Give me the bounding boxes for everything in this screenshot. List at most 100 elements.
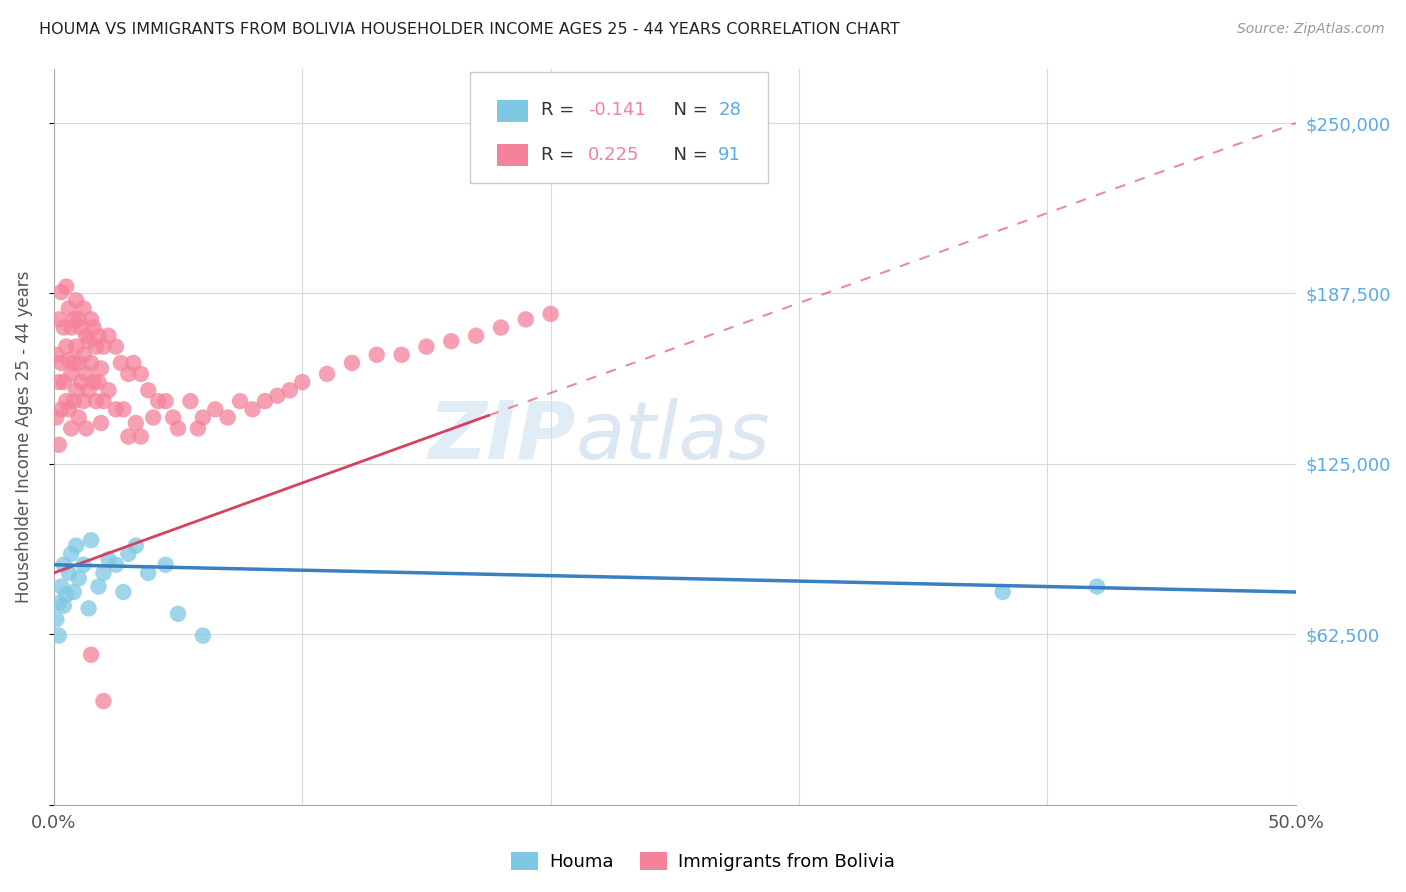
- Point: [48, 375, 70, 389]
- Point: [60, 547, 83, 561]
- Point: [266, 389, 288, 403]
- Point: [58, 301, 80, 316]
- Point: [51, 402, 73, 417]
- Point: [51, 356, 73, 370]
- Point: [316, 367, 339, 381]
- Point: [112, 402, 135, 417]
- Point: [75, 367, 97, 381]
- Point: [48, 312, 70, 326]
- Point: [72, 394, 94, 409]
- Point: [489, 320, 512, 334]
- Point: [117, 367, 139, 381]
- FancyBboxPatch shape: [498, 100, 529, 122]
- Y-axis label: Householder Income Ages 25 - 44 years: Householder Income Ages 25 - 44 years: [15, 270, 32, 603]
- Point: [117, 547, 139, 561]
- Point: [440, 334, 463, 348]
- Text: 28: 28: [718, 102, 741, 120]
- FancyBboxPatch shape: [470, 72, 768, 183]
- Point: [93, 394, 115, 409]
- Point: [125, 416, 148, 430]
- Point: [55, 279, 77, 293]
- Point: [97, 328, 120, 343]
- Point: [80, 356, 103, 370]
- Text: N =: N =: [662, 145, 714, 163]
- Point: [80, 533, 103, 548]
- Point: [84, 340, 107, 354]
- Point: [125, 539, 148, 553]
- Point: [104, 558, 127, 572]
- Point: [60, 421, 83, 435]
- Point: [67, 312, 90, 326]
- Point: [465, 328, 488, 343]
- Point: [65, 383, 87, 397]
- Point: [93, 694, 115, 708]
- Point: [291, 375, 314, 389]
- FancyBboxPatch shape: [498, 145, 529, 167]
- Point: [55, 588, 77, 602]
- Point: [104, 340, 127, 354]
- Point: [1085, 580, 1108, 594]
- Point: [112, 585, 135, 599]
- Point: [162, 410, 184, 425]
- Point: [52, 375, 75, 389]
- Point: [58, 402, 80, 417]
- Point: [204, 402, 226, 417]
- Point: [55, 340, 77, 354]
- Point: [72, 348, 94, 362]
- Point: [67, 571, 90, 585]
- Point: [52, 599, 75, 613]
- Text: R =: R =: [541, 102, 579, 120]
- Point: [75, 421, 97, 435]
- Point: [65, 539, 87, 553]
- Point: [136, 566, 159, 580]
- Point: [70, 375, 93, 389]
- Text: N =: N =: [662, 102, 714, 120]
- Text: R =: R =: [541, 145, 579, 163]
- Point: [155, 558, 177, 572]
- Legend: Houma, Immigrants from Bolivia: Houma, Immigrants from Bolivia: [503, 845, 903, 879]
- Text: 91: 91: [718, 145, 741, 163]
- Point: [515, 312, 537, 326]
- Point: [62, 312, 84, 326]
- Point: [51, 285, 73, 299]
- Point: [65, 293, 87, 308]
- Point: [142, 410, 165, 425]
- Point: [415, 340, 437, 354]
- Point: [136, 383, 159, 397]
- Point: [48, 438, 70, 452]
- Point: [179, 394, 201, 409]
- Point: [80, 312, 103, 326]
- Point: [167, 607, 190, 621]
- Point: [67, 410, 90, 425]
- Point: [52, 558, 75, 572]
- Point: [253, 394, 276, 409]
- Point: [83, 375, 105, 389]
- Point: [51, 580, 73, 594]
- Point: [155, 394, 177, 409]
- Point: [93, 566, 115, 580]
- Point: [60, 367, 83, 381]
- Point: [97, 552, 120, 566]
- Point: [87, 328, 110, 343]
- Point: [146, 394, 169, 409]
- Point: [62, 585, 84, 599]
- Point: [67, 356, 90, 370]
- Point: [75, 328, 97, 343]
- Point: [129, 429, 152, 443]
- Point: [187, 421, 209, 435]
- Point: [84, 394, 107, 409]
- Point: [62, 394, 84, 409]
- Point: [366, 348, 388, 362]
- Point: [45, 410, 67, 425]
- Point: [97, 383, 120, 397]
- Point: [110, 356, 132, 370]
- Point: [60, 320, 83, 334]
- Point: [52, 320, 75, 334]
- Point: [242, 402, 264, 417]
- Text: 0.225: 0.225: [588, 145, 640, 163]
- Point: [72, 558, 94, 572]
- Text: atlas: atlas: [575, 398, 770, 475]
- Point: [77, 601, 100, 615]
- Point: [991, 585, 1014, 599]
- Point: [104, 402, 127, 417]
